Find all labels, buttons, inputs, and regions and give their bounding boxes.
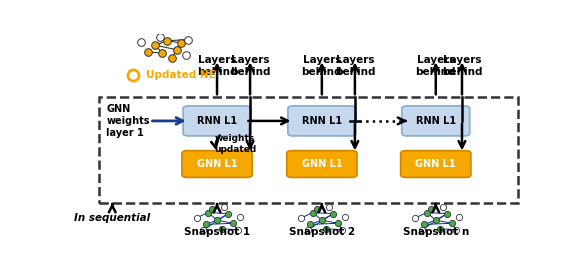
FancyBboxPatch shape	[400, 151, 471, 178]
Text: Layers
behind: Layers behind	[335, 55, 375, 77]
Text: Snapshot 2: Snapshot 2	[289, 227, 355, 237]
FancyBboxPatch shape	[182, 151, 252, 178]
Text: Updated NE: Updated NE	[146, 69, 216, 80]
Text: Snapshot n: Snapshot n	[403, 227, 469, 237]
FancyBboxPatch shape	[287, 151, 357, 178]
Text: GNN L1: GNN L1	[197, 159, 238, 169]
FancyBboxPatch shape	[402, 106, 470, 136]
Text: Snapshot 1: Snapshot 1	[184, 227, 250, 237]
Text: Layers
behind: Layers behind	[416, 55, 456, 77]
Text: Layers
behind: Layers behind	[442, 55, 482, 77]
Bar	[99, 97, 518, 203]
Text: weights
updated: weights updated	[214, 134, 256, 154]
Text: GNN
weights
layer 1: GNN weights layer 1	[106, 104, 150, 137]
Text: Layers
behind: Layers behind	[197, 55, 238, 77]
Text: RNN L1: RNN L1	[302, 116, 342, 126]
FancyBboxPatch shape	[288, 106, 356, 136]
Text: Layers
behind: Layers behind	[230, 55, 270, 77]
Text: GNN L1: GNN L1	[416, 159, 456, 169]
FancyBboxPatch shape	[183, 106, 251, 136]
Text: RNN L1: RNN L1	[416, 116, 456, 126]
Text: RNN L1: RNN L1	[197, 116, 237, 126]
Text: In sequential: In sequential	[74, 213, 151, 223]
Text: Layers
behind: Layers behind	[302, 55, 342, 77]
Text: GNN L1: GNN L1	[302, 159, 342, 169]
